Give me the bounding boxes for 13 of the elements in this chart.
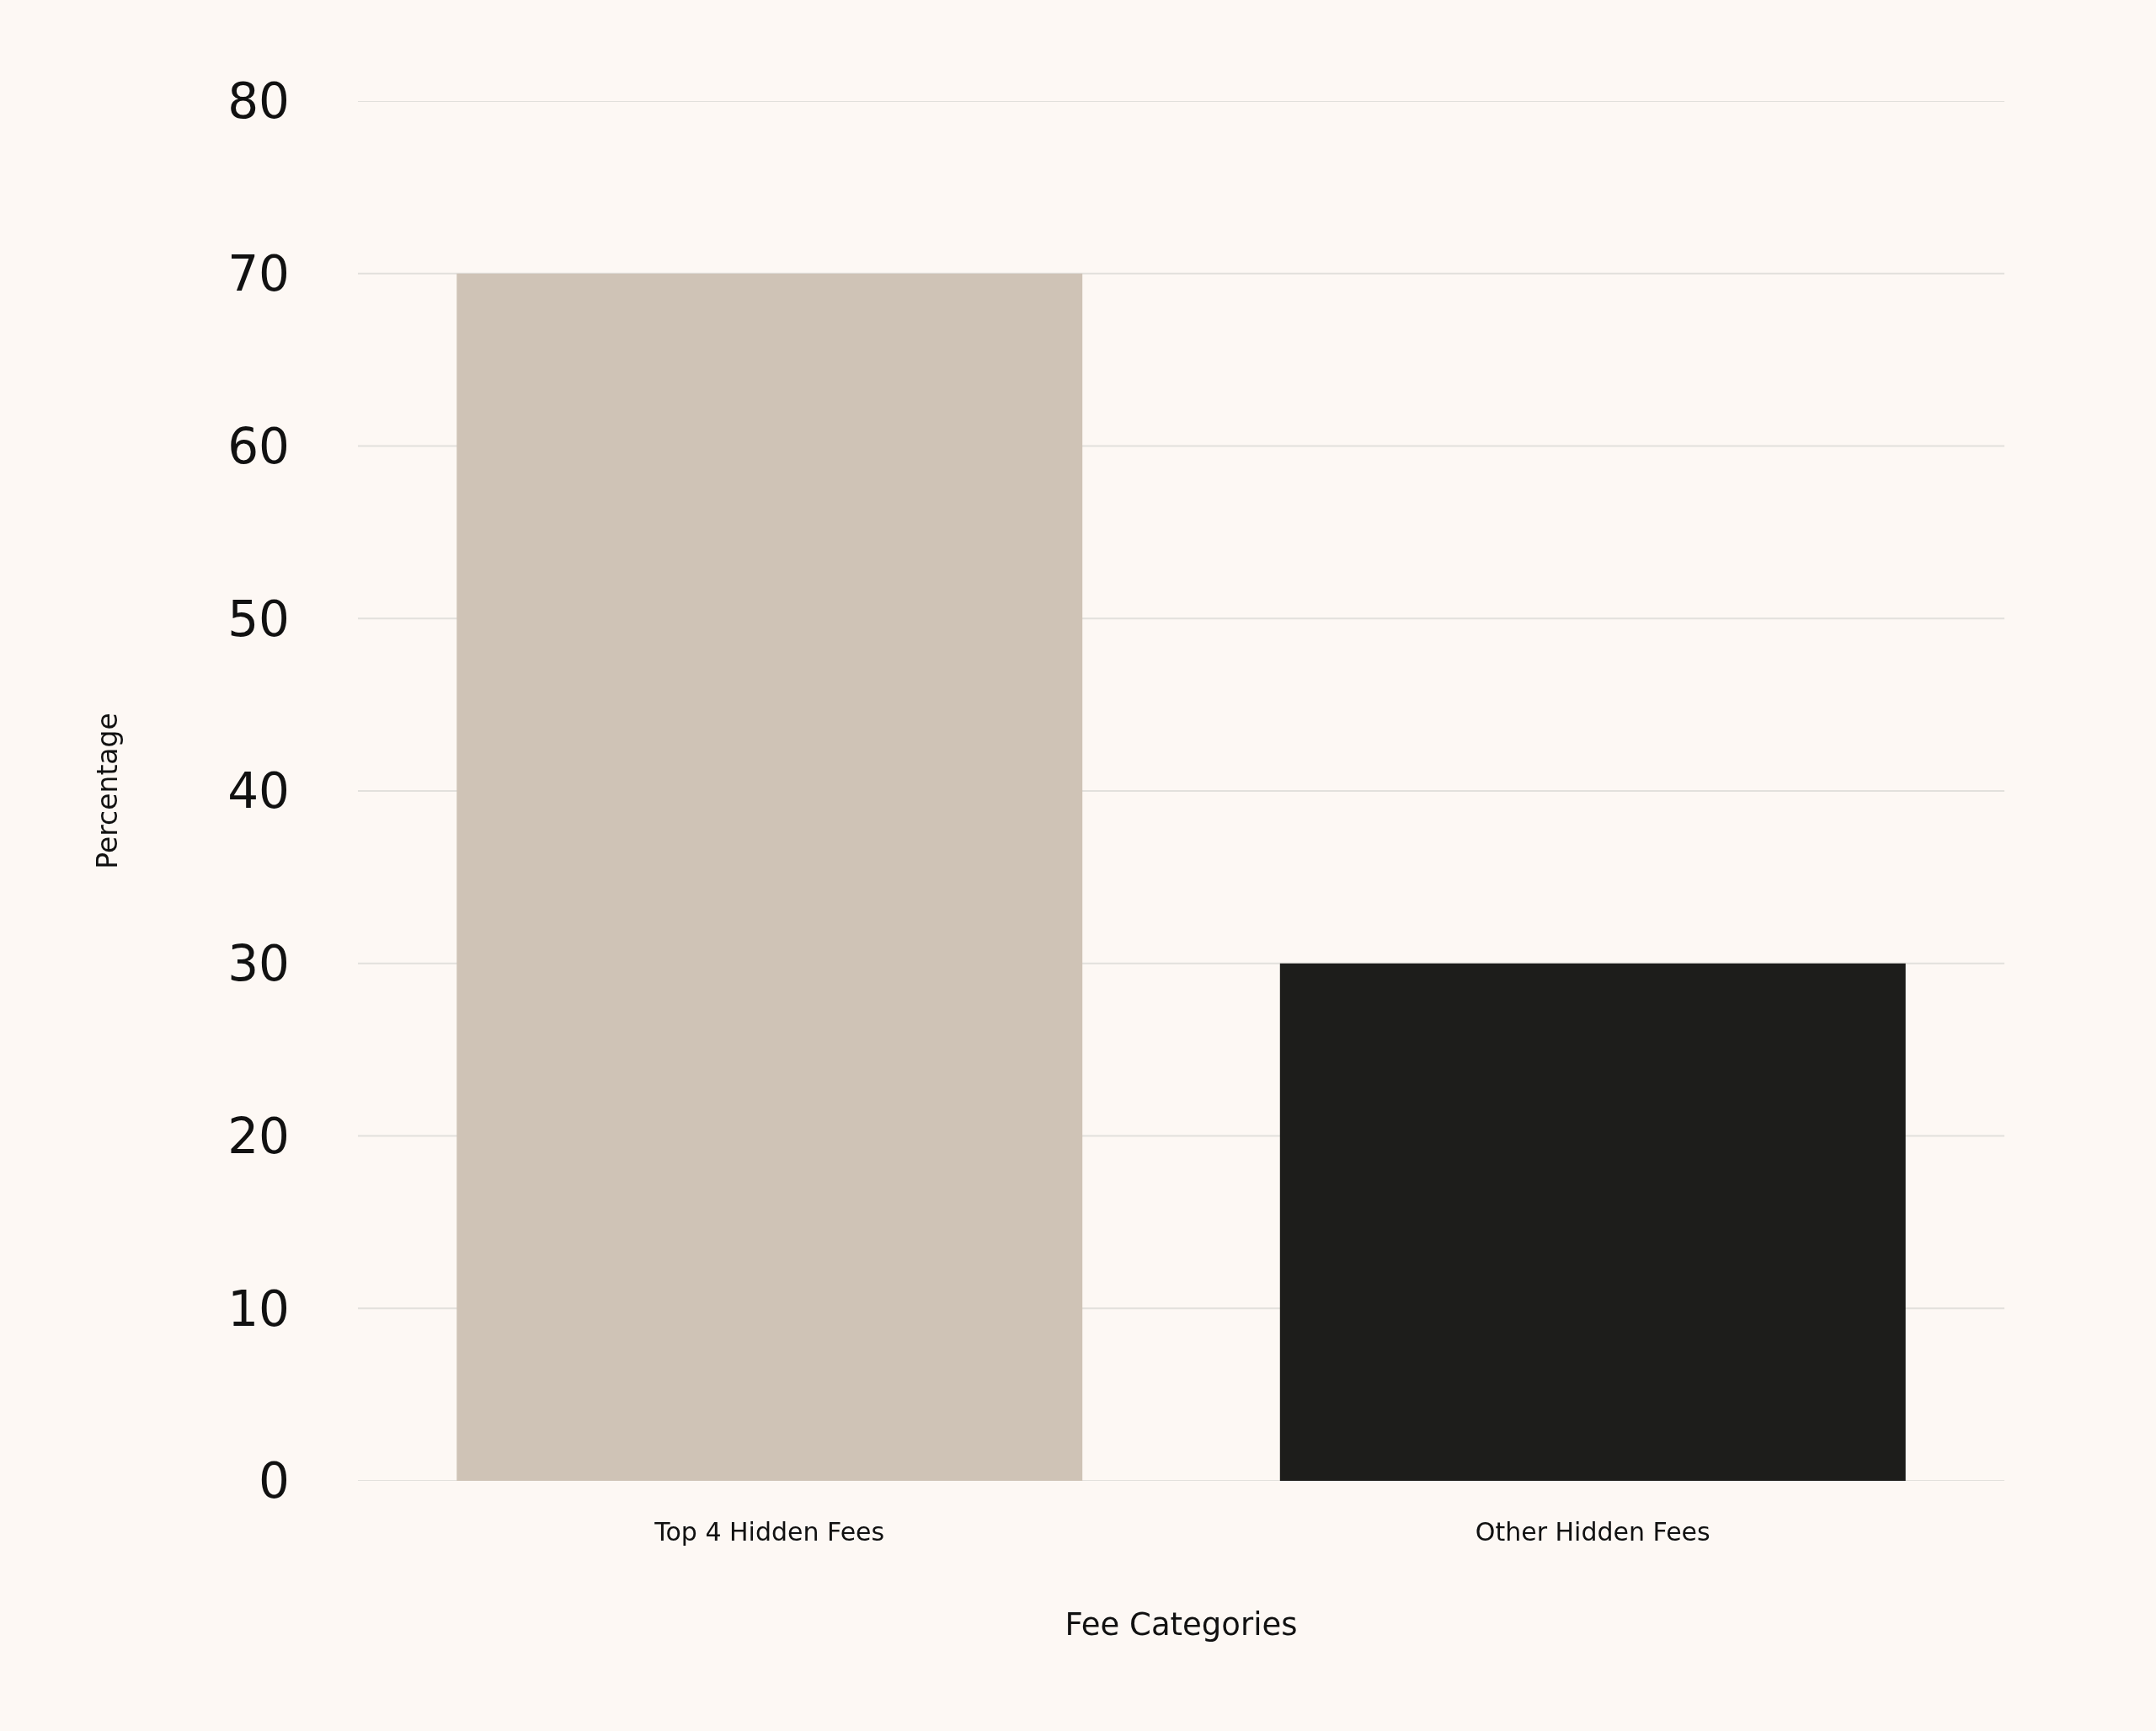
y-tick-label: 80 [227, 72, 290, 131]
x-tick-label: Top 4 Hidden Fees [654, 1517, 885, 1547]
y-tick-label: 30 [227, 935, 290, 993]
y-tick-label: 50 [227, 590, 290, 648]
y-tick-label: 10 [227, 1280, 290, 1338]
y-tick-label: 60 [227, 417, 290, 475]
x-axis-title: Fee Categories [1065, 1606, 1298, 1643]
y-tick-label: 70 [227, 245, 290, 303]
y-tick-label: 40 [227, 762, 290, 820]
y-tick-label: 20 [227, 1107, 290, 1165]
y-tick-label: 0 [259, 1452, 290, 1510]
y-axis-title: Percentage [91, 713, 125, 869]
x-tick-label: Other Hidden Fees [1475, 1517, 1710, 1547]
